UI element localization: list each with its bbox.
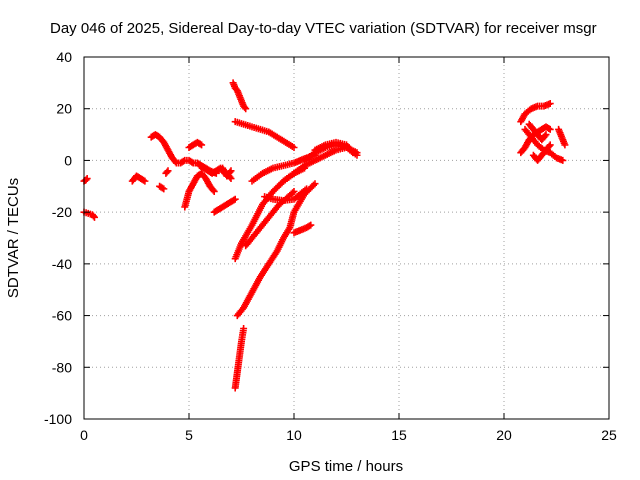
data-point (242, 105, 250, 113)
point-series-27 (525, 120, 550, 144)
point-series-6 (162, 167, 172, 177)
data-point (171, 158, 179, 166)
y-axis-label: SDTVAR / TECUs (5, 178, 22, 298)
x-tick-label: 10 (286, 427, 302, 443)
data-point (305, 222, 313, 230)
y-tick-label: -40 (52, 256, 72, 272)
point-series-2 (80, 208, 98, 221)
data-point (241, 103, 249, 111)
data-point (227, 167, 235, 175)
data-points (80, 79, 569, 392)
data-point (83, 175, 91, 183)
x-tick-label: 0 (80, 427, 88, 443)
data-point (545, 125, 553, 133)
x-tick-label: 25 (601, 427, 617, 443)
y-tick-label: 40 (56, 49, 72, 65)
data-point (210, 187, 218, 195)
point-series-8 (185, 138, 206, 151)
y-tick-label: 20 (56, 101, 72, 117)
data-point (541, 132, 549, 140)
point-series-23 (311, 138, 357, 157)
data-point (289, 189, 297, 197)
y-tick-label: 0 (64, 152, 72, 168)
data-point (542, 131, 550, 139)
point-series-13 (231, 118, 298, 151)
point-series-24 (517, 100, 554, 126)
data-point (290, 187, 298, 195)
point-series-19 (261, 185, 311, 205)
y-tick-label: -20 (52, 204, 72, 220)
data-point (349, 149, 357, 157)
data-point (546, 125, 554, 133)
data-point (188, 158, 196, 166)
data-point (226, 168, 234, 176)
data-point (545, 142, 553, 150)
data-point (91, 213, 98, 221)
data-point (546, 141, 554, 149)
grid-lines (84, 57, 609, 419)
data-point (559, 156, 567, 164)
point-series-12 (229, 79, 250, 113)
data-point (163, 168, 171, 176)
y-tick-label: -100 (44, 411, 72, 427)
data-point (209, 186, 217, 194)
point-series-21 (290, 221, 315, 237)
data-point (307, 221, 315, 229)
x-tick-label: 20 (496, 427, 512, 443)
data-point (196, 140, 204, 148)
data-point (353, 151, 361, 159)
data-point (561, 141, 569, 149)
data-point (546, 100, 554, 108)
point-series-3 (128, 172, 149, 185)
point-series-18 (242, 187, 298, 250)
data-point (160, 185, 168, 193)
data-point (290, 144, 298, 151)
plot-frame (83, 56, 610, 420)
point-series-7 (181, 169, 218, 211)
data-point (311, 180, 319, 188)
y-axis-ticks: -100 -80 -60 -40 -20 0 20 40 (44, 49, 609, 427)
point-series-15 (233, 180, 319, 320)
data-point (227, 175, 235, 183)
data-point (164, 167, 172, 175)
data-point (231, 195, 239, 203)
data-point (240, 325, 248, 332)
y-tick-label: -80 (52, 359, 72, 375)
data-point (140, 176, 147, 184)
data-point (310, 181, 317, 189)
data-point (303, 185, 311, 193)
point-series-29 (555, 125, 569, 149)
chart-title: Day 046 of 2025, Sidereal Day-to-day VTE… (50, 20, 597, 37)
data-point (198, 141, 206, 149)
y-tick-label: -60 (52, 308, 72, 324)
point-series-5 (156, 182, 168, 193)
x-tick-label: 15 (391, 427, 407, 443)
point-series-1 (80, 175, 91, 185)
x-tick-label: 5 (185, 427, 193, 443)
point-series-16 (231, 325, 248, 392)
data-point (230, 196, 238, 204)
point-series-28 (529, 141, 554, 164)
data-point (179, 157, 187, 165)
x-axis-label: GPS time / hours (289, 458, 403, 475)
x-axis-ticks: 0 5 10 15 20 25 (80, 57, 617, 443)
point-series-10 (210, 195, 239, 216)
data-point (141, 177, 149, 185)
data-point (158, 184, 166, 192)
data-point (89, 212, 97, 220)
point-series-11 (219, 164, 235, 180)
